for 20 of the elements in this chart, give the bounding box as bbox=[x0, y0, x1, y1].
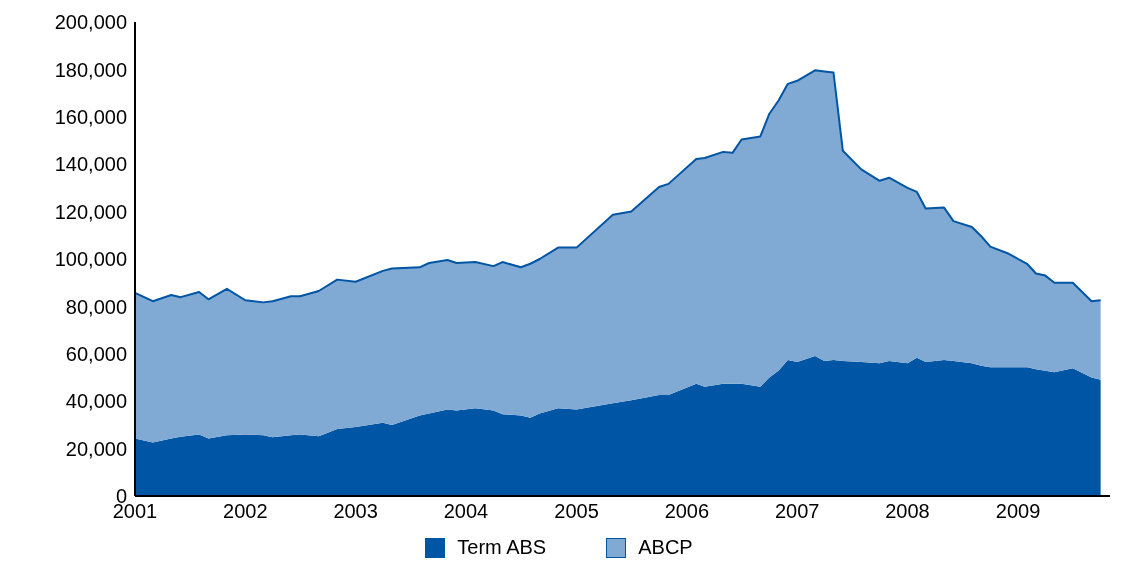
x-tick-label: 2008 bbox=[885, 500, 930, 523]
x-tick-label: 2005 bbox=[554, 500, 599, 523]
x-tick-label: 2009 bbox=[995, 500, 1041, 523]
x-tick-label: 2007 bbox=[774, 500, 820, 523]
x-tick-label: 2003 bbox=[333, 500, 378, 523]
y-tick-label: 80,000 bbox=[65, 295, 127, 318]
x-tick-label: 2002 bbox=[223, 500, 268, 523]
y-tick-label: 120,000 bbox=[54, 200, 127, 223]
y-tick-label: 100,000 bbox=[54, 248, 127, 271]
y-tick-label: 20,000 bbox=[65, 437, 127, 460]
y-tick-label: 140,000 bbox=[54, 153, 127, 176]
y-tick-label: 40,000 bbox=[65, 390, 127, 413]
y-tick-label: 160,000 bbox=[54, 105, 127, 128]
y-tick-label: 200,000 bbox=[54, 11, 127, 34]
y-tick-label: 60,000 bbox=[65, 342, 127, 365]
x-tick-label: 2006 bbox=[664, 500, 710, 523]
legend-label: ABCP bbox=[638, 536, 693, 559]
legend-label: Term ABS bbox=[457, 536, 547, 559]
y-tick-label: 180,000 bbox=[54, 58, 127, 81]
x-tick-label: 2004 bbox=[443, 500, 489, 523]
